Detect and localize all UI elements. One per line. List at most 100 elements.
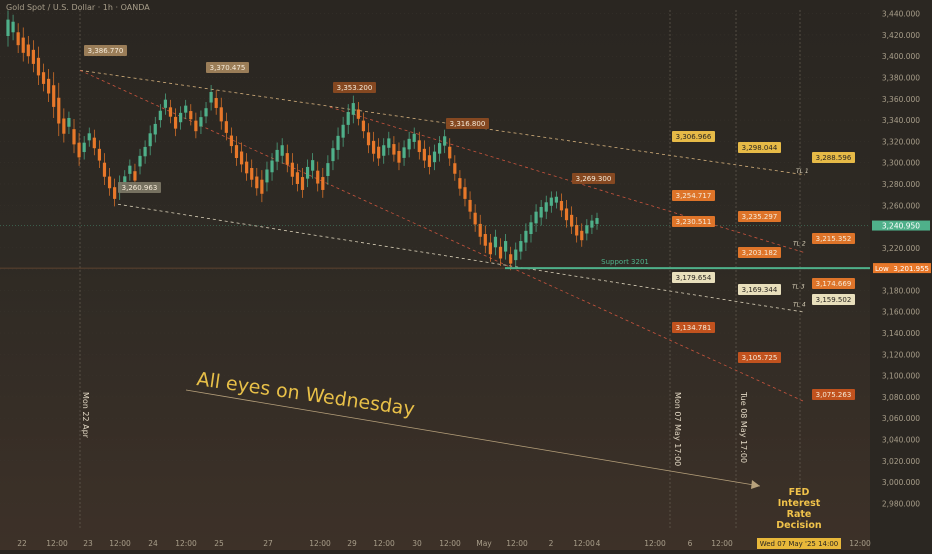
y-tick-label: 3,400.000 — [882, 52, 920, 61]
y-tick-label: 2,980.000 — [882, 499, 920, 508]
x-tick-label: 4 — [596, 539, 601, 548]
candle-body — [534, 211, 538, 224]
candle-body — [275, 149, 279, 162]
annotation-value: 3,370.475 — [210, 64, 246, 72]
price-axis-bg — [870, 0, 932, 550]
candle-body — [163, 99, 168, 108]
candle-body — [113, 187, 117, 199]
candle-body — [559, 201, 564, 211]
vertical-date-label: Mon 22 Apr — [81, 392, 90, 439]
candle-body — [371, 140, 376, 154]
annotation-value: 3,386.770 — [88, 47, 124, 55]
candles — [6, 10, 599, 271]
candle-body — [311, 160, 315, 171]
candle-body — [6, 19, 10, 37]
y-tick-label: 3,020.000 — [882, 457, 920, 466]
candle-body — [295, 172, 300, 184]
y-tick-label: 3,160.000 — [882, 308, 920, 317]
candle-body — [473, 212, 477, 225]
low-label: Low — [875, 265, 889, 273]
low-value: 3,201.955 — [893, 265, 929, 273]
x-tick-label: 6 — [688, 539, 693, 548]
candle-body — [153, 123, 157, 135]
candle-body — [427, 155, 432, 167]
current-price-tag — [872, 220, 930, 231]
candle-body — [554, 196, 558, 203]
annotation-value: 3,230.511 — [676, 218, 712, 226]
annotation-box — [738, 142, 781, 153]
symbol-title: Gold Spot / U.S. Dollar · 1h · OANDA — [6, 3, 150, 12]
candle-body — [463, 187, 467, 199]
candle-body — [377, 146, 381, 159]
candle-body — [321, 177, 325, 190]
candle-body — [260, 179, 264, 194]
annotation-box — [812, 152, 855, 163]
candle-body — [245, 161, 249, 174]
annotation-box — [812, 278, 855, 289]
y-tick-label: 3,180.000 — [882, 286, 920, 295]
candle-body — [366, 132, 371, 146]
candle-body — [504, 241, 508, 252]
annotation-box — [333, 82, 376, 93]
candle-body — [57, 97, 61, 124]
annotation-value: 3,235.297 — [742, 213, 778, 221]
candle-body — [194, 120, 198, 132]
candle-body — [26, 44, 30, 57]
x-tick-label: 12:00 — [439, 539, 461, 548]
candle-body — [575, 224, 579, 236]
annotation-value: 3,316.800 — [450, 120, 486, 128]
candle-body — [524, 230, 528, 243]
candle-body — [316, 170, 320, 184]
candle-body — [402, 147, 406, 158]
trendline-4 — [117, 203, 806, 313]
candle-body — [509, 254, 513, 264]
candle-body — [437, 143, 442, 154]
candle-body — [87, 133, 91, 141]
candle-body — [549, 197, 553, 206]
candle-body — [468, 199, 472, 212]
event-text: Interest — [778, 498, 821, 509]
candle-body — [412, 133, 416, 142]
bottom-time-tag — [757, 538, 841, 549]
event-text: FED — [789, 487, 810, 498]
annotation-value: 3,288.596 — [816, 154, 852, 162]
arrow-line — [185, 389, 761, 487]
x-tick-label: 23 — [83, 539, 93, 548]
trendline-2 — [329, 106, 806, 254]
support-label: Support 3201 — [601, 258, 649, 266]
annotation-value: 3,203.182 — [742, 249, 778, 257]
candle-body — [493, 236, 498, 248]
x-tick-label: 12:00 — [506, 539, 528, 548]
trendline-1 — [79, 69, 806, 176]
candle-body — [539, 206, 543, 218]
candle-body — [250, 168, 254, 180]
candle-body — [128, 165, 132, 174]
candle-body — [21, 37, 25, 53]
candle-body — [382, 145, 386, 156]
candle-body — [36, 57, 41, 76]
x-tick-label: 25 — [214, 539, 224, 548]
vertical-date-label: Mon 07 May 17:00 — [673, 392, 682, 466]
annotation-value: 3,134.781 — [676, 324, 712, 332]
annotation-value: 3,260.963 — [122, 184, 158, 192]
x-tick-label: 30 — [412, 539, 422, 548]
candle-body — [595, 218, 599, 224]
y-tick-label: 3,380.000 — [882, 74, 920, 83]
annotation-box — [738, 211, 781, 222]
y-tick-label: 3,220.000 — [882, 244, 920, 253]
y-tick-label: 3,000.000 — [882, 478, 920, 487]
annotation-value: 3,174.669 — [816, 280, 852, 288]
candle-body — [336, 135, 340, 150]
x-tick-label: 24 — [148, 539, 158, 548]
trendline-label: TL 3 — [792, 283, 805, 290]
candle-body — [224, 121, 228, 133]
candle-body — [544, 202, 548, 212]
y-tick-label: 3,140.000 — [882, 329, 920, 338]
x-tick-label: 12:00 — [309, 539, 331, 548]
candle-body — [184, 105, 188, 113]
candle-body — [255, 176, 259, 189]
candle-body — [361, 120, 366, 132]
candle-body — [422, 148, 426, 161]
candle-body — [16, 32, 20, 46]
